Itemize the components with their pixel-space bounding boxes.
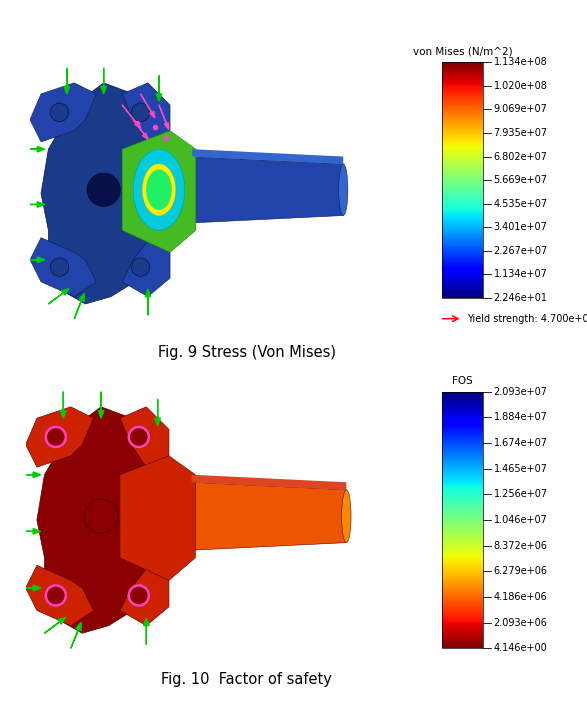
Polygon shape: [192, 157, 343, 223]
Circle shape: [50, 103, 69, 121]
FancyArrow shape: [64, 68, 70, 94]
Polygon shape: [120, 569, 169, 625]
Text: 1.465e+07: 1.465e+07: [494, 464, 548, 474]
FancyArrow shape: [11, 472, 41, 477]
Text: 4.535e+07: 4.535e+07: [494, 199, 548, 208]
Circle shape: [84, 499, 118, 534]
FancyArrow shape: [159, 105, 169, 130]
Polygon shape: [26, 407, 93, 468]
Text: FOS: FOS: [452, 376, 473, 385]
Text: 4.186e+06: 4.186e+06: [494, 592, 547, 602]
FancyArrow shape: [11, 529, 41, 534]
Polygon shape: [192, 149, 343, 164]
FancyArrow shape: [60, 392, 66, 418]
Polygon shape: [26, 565, 93, 625]
Text: 1.256e+07: 1.256e+07: [494, 489, 548, 499]
Text: Yield strength: 4.700e+08: Yield strength: 4.700e+08: [467, 314, 587, 324]
Text: 1.134e+08: 1.134e+08: [494, 57, 547, 67]
Circle shape: [129, 428, 149, 446]
Polygon shape: [120, 407, 169, 468]
Ellipse shape: [342, 490, 351, 543]
Text: 1.134e+07: 1.134e+07: [494, 270, 548, 279]
Text: 6.279e+06: 6.279e+06: [494, 567, 548, 576]
Polygon shape: [41, 83, 170, 304]
Text: 3.401e+07: 3.401e+07: [494, 223, 548, 232]
Text: 1.884e+07: 1.884e+07: [494, 412, 548, 423]
Text: 9.069e+07: 9.069e+07: [494, 105, 548, 114]
Circle shape: [46, 428, 65, 446]
Text: 4.146e+00: 4.146e+00: [494, 643, 547, 654]
Text: Fig. 9 Stress (Von Mises): Fig. 9 Stress (Von Mises): [157, 345, 336, 360]
Polygon shape: [120, 456, 195, 581]
FancyArrow shape: [74, 293, 85, 319]
Circle shape: [50, 258, 69, 277]
Text: 2.246e+01: 2.246e+01: [494, 293, 548, 303]
Ellipse shape: [133, 149, 185, 230]
Circle shape: [87, 173, 120, 206]
Text: Fig. 10  Factor of safety: Fig. 10 Factor of safety: [161, 672, 332, 687]
Polygon shape: [30, 83, 96, 142]
Text: 5.669e+07: 5.669e+07: [494, 175, 548, 185]
Polygon shape: [191, 482, 346, 550]
Polygon shape: [30, 237, 96, 296]
Ellipse shape: [339, 164, 348, 216]
FancyArrow shape: [143, 618, 149, 644]
FancyArrow shape: [98, 392, 104, 418]
FancyArrow shape: [140, 94, 155, 118]
Circle shape: [46, 586, 65, 605]
Text: 1.046e+07: 1.046e+07: [494, 515, 548, 525]
FancyArrow shape: [11, 585, 41, 591]
FancyArrow shape: [15, 201, 45, 207]
Polygon shape: [122, 131, 196, 252]
Ellipse shape: [146, 169, 172, 210]
FancyArrow shape: [48, 289, 69, 304]
Circle shape: [131, 258, 150, 277]
FancyArrow shape: [145, 289, 151, 315]
Text: von Mises (N/m^2): von Mises (N/m^2): [413, 46, 512, 56]
Polygon shape: [191, 475, 346, 490]
Text: 7.935e+07: 7.935e+07: [494, 128, 548, 138]
Text: 1.674e+07: 1.674e+07: [494, 438, 548, 448]
Text: 2.093e+06: 2.093e+06: [494, 618, 548, 628]
Circle shape: [129, 586, 149, 605]
FancyArrow shape: [45, 617, 66, 633]
Polygon shape: [122, 83, 170, 142]
FancyArrow shape: [155, 399, 160, 425]
FancyArrow shape: [15, 147, 45, 152]
Polygon shape: [122, 241, 170, 296]
FancyArrow shape: [15, 257, 45, 263]
Text: 2.267e+07: 2.267e+07: [494, 246, 548, 256]
Text: 2.093e+07: 2.093e+07: [494, 387, 548, 397]
FancyArrow shape: [156, 75, 162, 101]
Circle shape: [131, 103, 150, 121]
FancyArrow shape: [71, 623, 81, 649]
FancyArrow shape: [133, 119, 148, 140]
Polygon shape: [37, 407, 169, 633]
Text: 1.020e+08: 1.020e+08: [494, 81, 548, 91]
FancyArrow shape: [101, 68, 106, 94]
FancyArrow shape: [122, 105, 141, 128]
Text: 8.372e+06: 8.372e+06: [494, 541, 548, 550]
Text: 6.802e+07: 6.802e+07: [494, 152, 548, 161]
Ellipse shape: [143, 164, 176, 216]
